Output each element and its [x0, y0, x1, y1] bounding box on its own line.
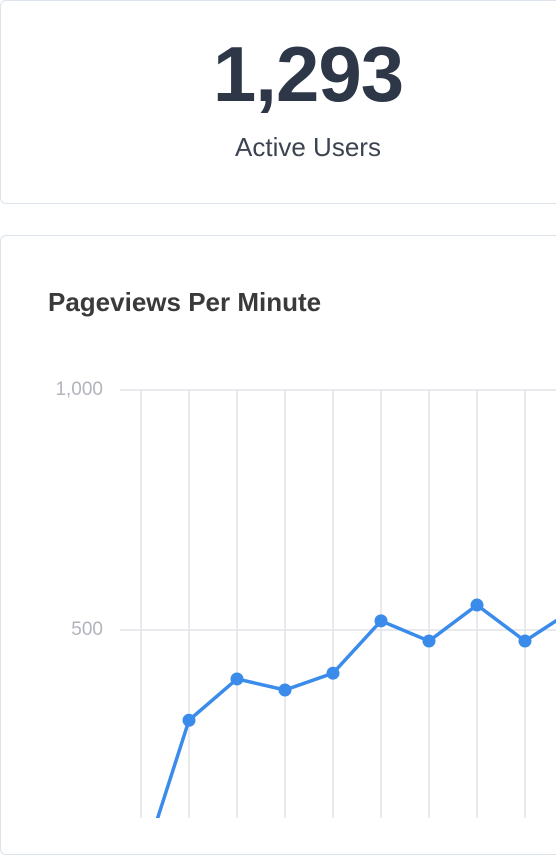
point [374, 614, 388, 628]
y-tick-label: 1,000 [55, 379, 103, 400]
y-tick-label: 500 [71, 619, 103, 640]
chart-card [0, 235, 556, 855]
stat-value: 1,293 [212, 30, 404, 118]
point [278, 683, 292, 697]
point [422, 634, 436, 648]
point [182, 713, 196, 727]
stat-label: Active Users [235, 132, 381, 162]
line [155, 603, 556, 818]
chart-title: Pageviews Per Minute [48, 287, 321, 317]
stat-card: 1,293 Active Users [0, 0, 556, 204]
point [518, 634, 532, 648]
point [326, 666, 340, 680]
chart: Pageviews Per Minute 500 1,000 [48, 287, 556, 818]
point [230, 672, 244, 686]
point [470, 598, 484, 612]
